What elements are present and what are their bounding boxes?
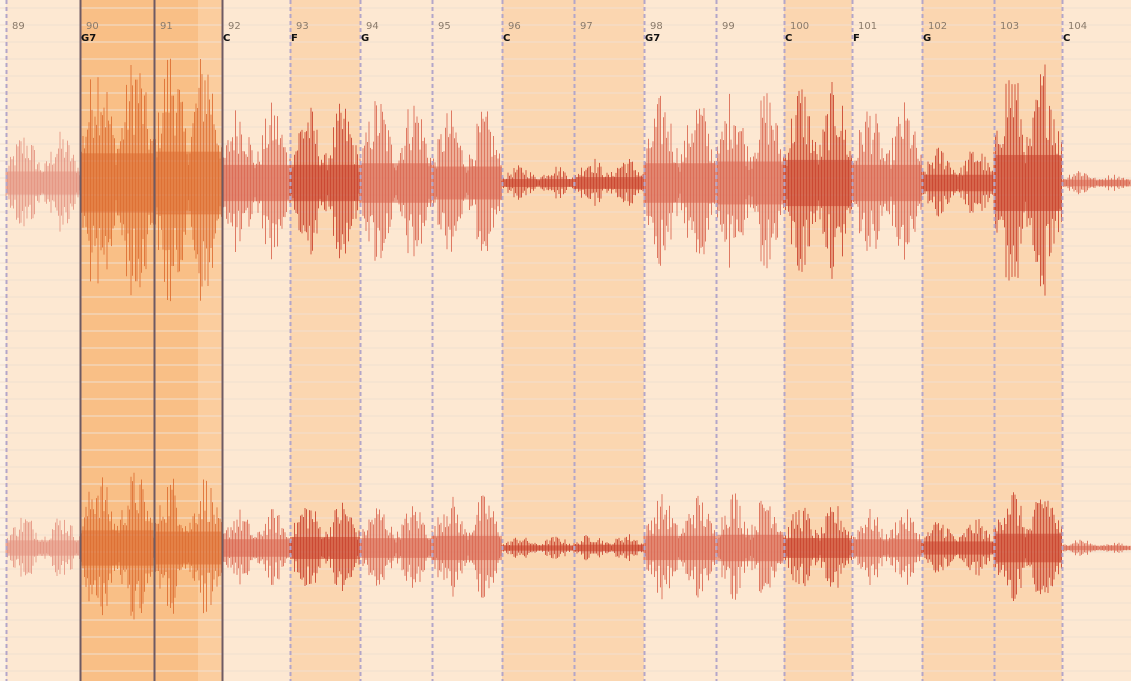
measure-region-99[interactable] [716,0,784,681]
measure-number[interactable]: 89 [12,21,25,32]
measure-number[interactable]: 97 [580,21,593,32]
measure-region-95[interactable] [432,0,502,681]
chord-label[interactable]: C [1063,33,1071,44]
chord-label[interactable]: G7 [81,33,97,44]
measure-region-101[interactable] [852,0,922,681]
measure-region-97[interactable] [574,0,644,681]
measure-number[interactable]: 93 [296,21,309,32]
chord-label[interactable]: G [923,33,932,44]
measure-number[interactable]: 102 [928,21,948,32]
measure-region-103[interactable] [994,0,1062,681]
measure-region-93[interactable] [290,0,360,681]
chord-label[interactable]: G7 [645,33,661,44]
measure-region-96[interactable] [502,0,574,681]
chord-label[interactable]: F [853,33,860,44]
measure-region-92[interactable] [222,0,290,681]
measure-number[interactable]: 92 [228,21,241,32]
chord-label[interactable]: C [223,33,231,44]
chord-label[interactable]: C [503,33,511,44]
measure-region-100[interactable] [784,0,852,681]
measure-number[interactable]: 101 [858,21,878,32]
measure-region-102[interactable] [922,0,994,681]
measure-region-104[interactable] [1062,0,1131,681]
chord-label[interactable]: G [361,33,370,44]
measure-number[interactable]: 103 [1000,21,1020,32]
measure-number[interactable]: 95 [438,21,451,32]
waveform-channel-left[interactable] [5,58,1131,302]
measure-number[interactable]: 98 [650,21,663,32]
chord-label[interactable]: C [785,33,793,44]
measure-region-94[interactable] [360,0,432,681]
measure-number[interactable]: 90 [86,21,99,32]
waveform-channel-right[interactable] [5,472,1131,620]
measure-number[interactable]: 99 [722,21,735,32]
measure-number[interactable]: 96 [508,21,521,32]
chord-label[interactable]: F [291,33,298,44]
measure-number[interactable]: 94 [366,21,379,32]
measure-number[interactable]: 104 [1068,21,1088,32]
measure-region-98[interactable] [644,0,716,681]
measure-number[interactable]: 100 [790,21,810,32]
measure-number[interactable]: 91 [160,21,173,32]
measure-region-89[interactable] [6,0,80,681]
